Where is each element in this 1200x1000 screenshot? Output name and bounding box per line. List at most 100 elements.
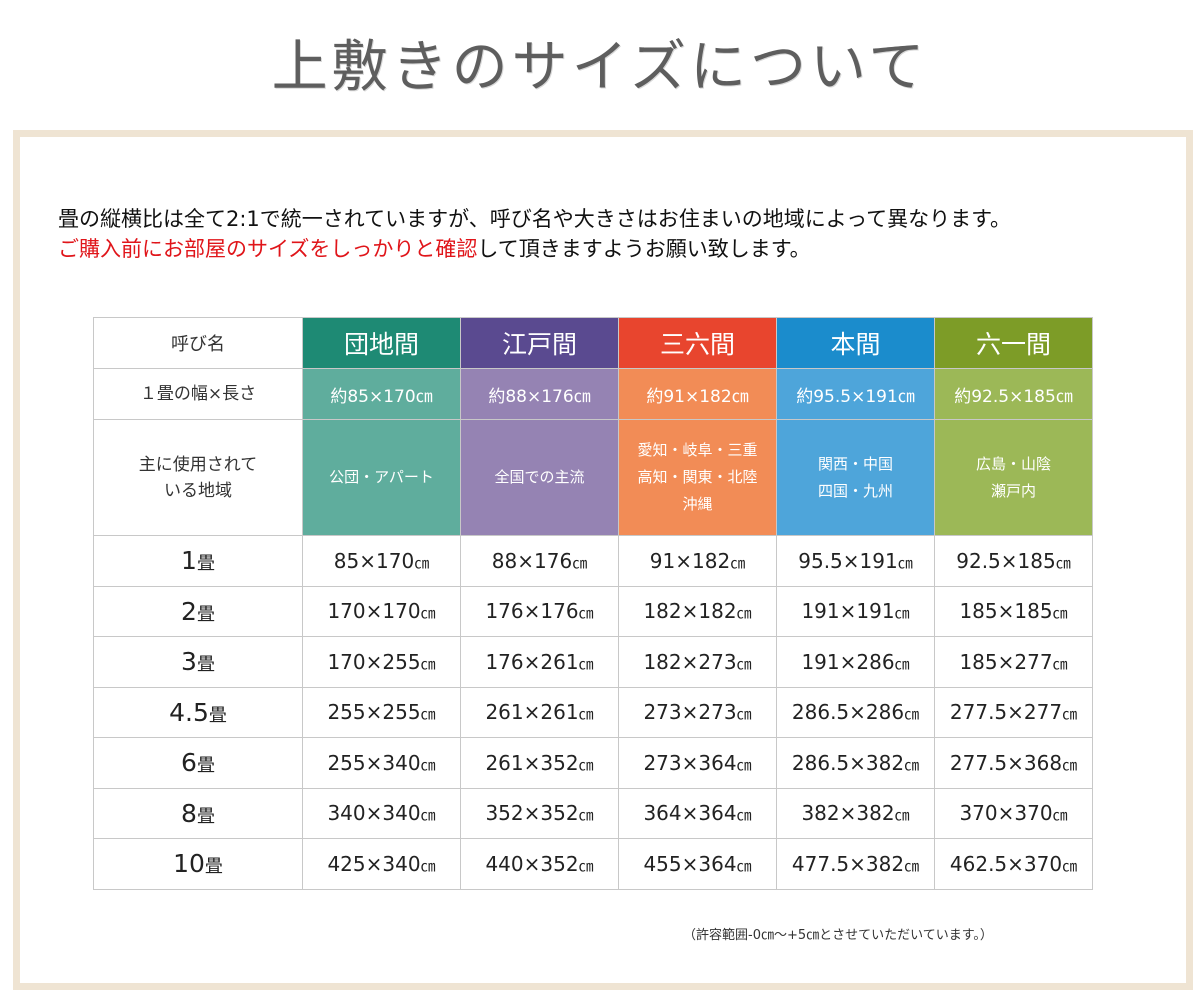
tatami-unit: 畳 <box>196 603 215 625</box>
size-value: 255×255 <box>327 700 421 725</box>
size-value: 176×261 <box>485 649 579 674</box>
size-unit: ㎝ <box>736 705 752 724</box>
region-text: 広島・山陰 <box>975 454 1051 473</box>
size-unit: ㎝ <box>420 755 436 774</box>
region-cell-1: 全国での主流 <box>460 419 619 536</box>
size-value: 95.5×191 <box>798 548 898 573</box>
region-text: 公団・アパート <box>329 468 434 486</box>
size-value-cell: 277.5×368㎝ <box>934 737 1093 789</box>
size-unit: ㎝ <box>572 553 588 572</box>
size-unit: ㎝ <box>736 755 752 774</box>
size-value-cell: 364×364㎝ <box>618 787 777 839</box>
size-value: 340×340 <box>327 801 421 826</box>
size-value: 91×182 <box>649 548 731 573</box>
size-unit: ㎝ <box>904 705 920 724</box>
tatami-count: 10畳 <box>93 838 303 890</box>
size-value: 170×255 <box>327 649 421 674</box>
tatami-number: 10 <box>173 849 205 879</box>
tatami-count: 3畳 <box>93 636 303 688</box>
unit-size-3: 約95.5×191㎝ <box>776 368 935 420</box>
size-value-cell: 425×340㎝ <box>302 838 461 890</box>
tatami-number: 8 <box>181 798 197 828</box>
region-label: 主に使用されて いる地域 <box>93 419 303 536</box>
intro-line-2: ご購入前にお部屋のサイズをしっかりと確認して頂きますようお願い致します。 <box>58 234 1178 264</box>
size-value: 286.5×286 <box>791 700 905 725</box>
size-value: 185×277 <box>959 649 1053 674</box>
size-value: 182×273 <box>643 649 737 674</box>
unit-size-2: 約91×182㎝ <box>618 368 777 420</box>
size-value-cell: 286.5×286㎝ <box>776 686 935 738</box>
intro-warning: ご購入前にお部屋のサイズをしっかりと確認 <box>58 237 478 261</box>
region-cell-4: 広島・山陰 瀬戸内 <box>934 419 1093 536</box>
size-unit: ㎝ <box>897 553 913 572</box>
size-value-cell: 182×273㎝ <box>618 636 777 688</box>
size-value-cell: 176×176㎝ <box>460 585 619 637</box>
region-label-line-1: 主に使用されて <box>138 454 258 475</box>
size-value-cell: 352×352㎝ <box>460 787 619 839</box>
size-value: 92.5×185 <box>956 548 1056 573</box>
size-value: 170×170 <box>327 599 421 624</box>
size-unit: ㎝ <box>730 553 746 572</box>
size-unit: ㎝ <box>1055 553 1071 572</box>
size-value: 191×191 <box>801 599 895 624</box>
tatami-size-table: 呼び名 団地間 江戸間 三六間 本間 六一間 １畳の幅×長さ 約85×170㎝ 約88×1… <box>93 317 1093 890</box>
tatami-number: 2 <box>181 596 197 626</box>
table-row: 3畳 170×255㎝ 176×261㎝ 182×273㎝ 191×286㎝ 185×27… <box>93 636 1093 688</box>
tatami-number: 1 <box>181 546 197 576</box>
size-unit: ㎝ <box>578 705 594 724</box>
size-unit: ㎝ <box>1062 705 1078 724</box>
size-value: 273×273 <box>643 700 737 725</box>
tatami-unit: 畳 <box>196 805 215 827</box>
size-value: 425×340 <box>327 851 421 876</box>
size-unit: ㎝ <box>578 806 594 825</box>
size-unit: ㎝ <box>578 604 594 623</box>
tatami-unit: 畳 <box>204 856 223 878</box>
size-value-cell: 191×191㎝ <box>776 585 935 637</box>
size-unit: ㎝ <box>1052 654 1068 673</box>
table-row: 4.5畳 255×255㎝ 261×261㎝ 273×273㎝ 286.5×286㎝ 27… <box>93 686 1093 738</box>
tatami-unit: 畳 <box>208 704 227 726</box>
column-header-3: 本間 <box>776 317 935 369</box>
size-unit: ㎝ <box>1052 806 1068 825</box>
size-value: 88×176 <box>491 548 573 573</box>
size-value-cell: 170×170㎝ <box>302 585 461 637</box>
tatami-count: 6畳 <box>93 737 303 789</box>
size-value-cell: 255×255㎝ <box>302 686 461 738</box>
size-value-cell: 370×370㎝ <box>934 787 1093 839</box>
size-value-cell: 95.5×191㎝ <box>776 535 935 587</box>
size-unit: ㎝ <box>1052 604 1068 623</box>
size-value: 255×340 <box>327 750 421 775</box>
tatami-number: 6 <box>181 748 197 778</box>
intro-text: 畳の縦横比は全て2:1で統一されていますが、呼び名や大きさはお住まいの地域によっ… <box>58 204 1178 264</box>
region-text: 高知・関東・北陸 <box>637 468 758 486</box>
region-text: 全国での主流 <box>494 468 585 486</box>
size-unit: ㎝ <box>1062 856 1078 875</box>
size-unit: ㎝ <box>414 553 430 572</box>
table-row: 6畳 255×340㎝ 261×352㎝ 273×364㎝ 286.5×382㎝ 277.… <box>93 737 1093 789</box>
size-value-cell: 170×255㎝ <box>302 636 461 688</box>
size-unit: ㎝ <box>894 654 910 673</box>
tolerance-note: （許容範囲-0㎝～+5㎝とさせていただいています。） <box>683 928 993 943</box>
size-value: 462.5×370 <box>949 851 1063 876</box>
size-value-cell: 273×273㎝ <box>618 686 777 738</box>
size-value: 273×364 <box>643 750 737 775</box>
size-value: 440×352 <box>485 851 579 876</box>
size-value-cell: 277.5×277㎝ <box>934 686 1093 738</box>
size-unit: ㎝ <box>420 705 436 724</box>
size-value: 455×364 <box>643 851 737 876</box>
size-value: 185×185 <box>959 599 1053 624</box>
size-label: １畳の幅×長さ <box>93 368 303 420</box>
size-value: 370×370 <box>959 801 1053 826</box>
size-value-cell: 182×182㎝ <box>618 585 777 637</box>
size-unit: ㎝ <box>1062 755 1078 774</box>
size-value-cell: 462.5×370㎝ <box>934 838 1093 890</box>
size-value: 85×170 <box>333 548 415 573</box>
size-value-cell: 286.5×382㎝ <box>776 737 935 789</box>
size-unit: ㎝ <box>420 604 436 623</box>
size-value-cell: 191×286㎝ <box>776 636 935 688</box>
size-unit: ㎝ <box>420 806 436 825</box>
size-value-cell: 255×340㎝ <box>302 737 461 789</box>
size-value: 286.5×382 <box>791 750 905 775</box>
tatami-count: 2畳 <box>93 585 303 637</box>
size-unit: ㎝ <box>736 654 752 673</box>
